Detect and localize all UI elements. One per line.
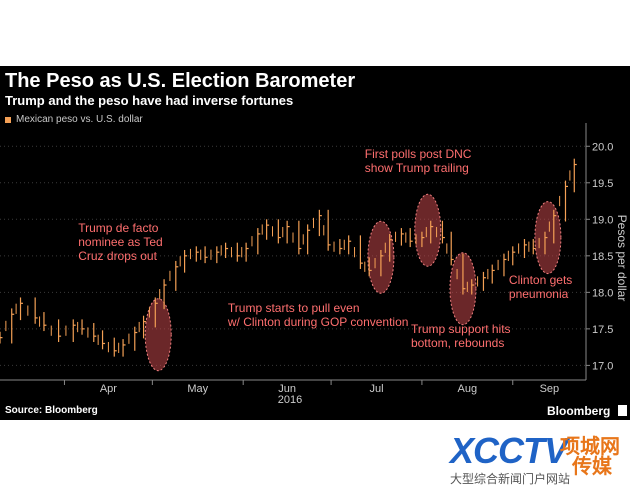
event-highlight: [534, 201, 562, 275]
x-tick-label: May: [187, 383, 208, 395]
annotation-text: Cruz drops out: [78, 249, 157, 263]
watermark-tag-bottom: 传媒: [572, 456, 612, 478]
x-tick-label: Jun: [278, 383, 296, 395]
legend-swatch: [5, 116, 11, 123]
x-tick-label: Sep: [540, 383, 560, 395]
annotation-text: Trump de facto: [78, 221, 159, 235]
y-tick-label: 17.5: [592, 324, 613, 336]
bloomberg-logo: Bloomberg: [547, 404, 611, 418]
event-highlight: [144, 298, 172, 372]
y-tick-label: 20.0: [592, 141, 613, 153]
watermark-logo: XCCTV 项城网 传媒 大型综合新闻门户网站: [432, 428, 630, 488]
gridlines: [0, 145, 586, 366]
y-axis-label: Pesos per dollar: [615, 215, 629, 302]
annotation-text: w/ Clinton during GOP convention: [227, 315, 409, 329]
x-axis-year-label: 2016: [278, 394, 302, 406]
annotation-text: nominee as Ted: [78, 235, 163, 249]
x-axis: Apr May Jun Jul Aug Sep: [0, 379, 586, 395]
bloomberg-terminal-icon: [618, 405, 627, 416]
y-axis: 17.0 17.5 18.0 18.5 19.0 19.5 20.0: [585, 123, 613, 380]
x-tick-label: Apr: [100, 383, 117, 395]
chart-subtitle: Trump and the peso have had inverse fort…: [5, 93, 294, 108]
peso-series: [0, 158, 577, 357]
watermark-subtitle: 大型综合新闻门户网站: [450, 472, 571, 486]
y-tick-label: 18.0: [592, 287, 613, 299]
annotation-text: Trump support hits: [411, 322, 511, 336]
annotation-text: pneumonia: [509, 287, 569, 301]
y-tick-label: 19.0: [592, 214, 613, 226]
legend-label: Mexican peso vs. U.S. dollar: [16, 114, 143, 125]
source-note: Source: Bloomberg: [5, 405, 98, 416]
annotation-text: Trump starts to pull even: [228, 301, 360, 315]
y-tick-label: 17.0: [592, 360, 613, 372]
x-tick-label: Jul: [369, 383, 383, 395]
chart-title: The Peso as U.S. Election Barometer: [5, 70, 356, 92]
event-highlight: [414, 193, 442, 267]
watermark-main: XCCTV: [450, 430, 568, 471]
legend: Mexican peso vs. U.S. dollar: [5, 114, 143, 125]
annotation-text: First polls post DNC: [365, 147, 472, 161]
annotation-text: bottom, rebounds: [411, 336, 504, 350]
x-tick-label: Aug: [458, 383, 478, 395]
y-tick-label: 18.5: [592, 251, 613, 263]
annotation-text: Clinton gets: [509, 273, 572, 287]
watermark-tag-top: 项城网: [560, 436, 620, 458]
y-tick-label: 19.5: [592, 178, 613, 190]
annotation-text: show Trump trailing: [365, 161, 469, 175]
